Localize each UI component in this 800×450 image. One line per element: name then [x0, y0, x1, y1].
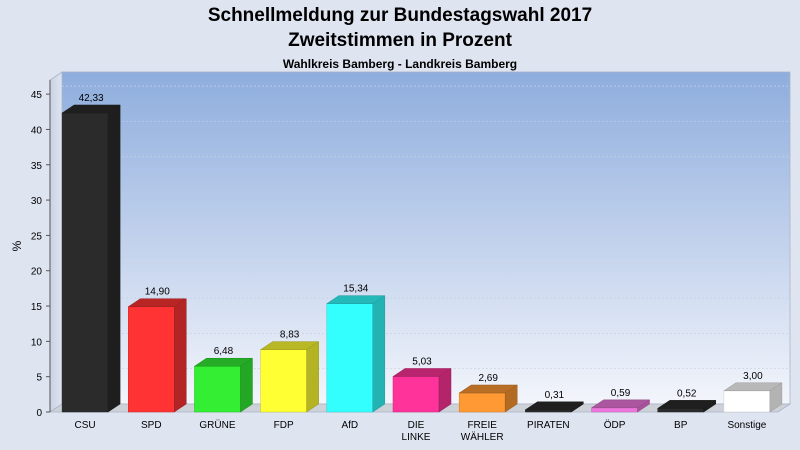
y-tick-label: 15 [31, 302, 43, 313]
y-tick-label: 0 [36, 408, 42, 419]
x-tick-label: LINKE [402, 432, 431, 443]
bar-value-label: 6,48 [214, 346, 234, 357]
bar-front [260, 349, 307, 413]
bar-side [107, 104, 121, 413]
bar: 15,34 [325, 284, 386, 413]
y-tick-label: 40 [31, 125, 43, 136]
y-axis-label: % [10, 240, 24, 251]
x-tick-label: GRÜNE [199, 419, 235, 431]
bar: 2,69 [458, 373, 519, 413]
bar-side [571, 401, 584, 413]
y-tick-label: 5 [36, 373, 42, 384]
bar-side [769, 382, 783, 413]
bar-value-label: 3,00 [743, 371, 763, 382]
bar-value-label: 14,90 [145, 287, 170, 298]
bar-side [637, 399, 650, 413]
bar-side [372, 295, 386, 413]
bar-value-label: 42,33 [79, 93, 104, 104]
y-tick-label: 20 [31, 267, 43, 278]
bar-side [240, 357, 253, 413]
bar-front [458, 392, 506, 413]
x-tick-label: FREIE [467, 420, 497, 431]
bar-side [438, 368, 452, 413]
y-tick-label: 25 [31, 231, 43, 242]
bar-side [504, 384, 518, 413]
bar-value-label: 8,83 [280, 330, 300, 341]
bar-value-label: 0,31 [545, 390, 565, 401]
bar-front [392, 376, 440, 413]
bar-front [61, 112, 109, 413]
x-tick-label: CSU [75, 420, 96, 431]
bar: 42,33 [61, 93, 121, 413]
plot-left-wall [49, 71, 63, 413]
x-tick-label: SPD [141, 420, 162, 431]
x-tick-label: DIE [408, 420, 425, 431]
y-axis: 0 5 10 15 20 25 30 35 40 45% [10, 80, 51, 419]
x-tick-label: AfD [341, 420, 358, 431]
bar-value-label: 15,34 [343, 284, 368, 295]
bar-value-label: 5,03 [412, 356, 432, 367]
bar-value-label: 2,69 [478, 373, 498, 384]
x-tick-label: Sonstige [727, 420, 766, 431]
y-tick-label: 30 [31, 196, 43, 207]
x-tick-label: BP [674, 420, 688, 431]
bar-value-label: 0,59 [611, 388, 631, 399]
x-tick-label: FDP [274, 420, 294, 431]
chart-title: Schnellmeldung zur Bundestagswahl 2017 [207, 5, 593, 26]
bar-side [703, 399, 716, 413]
chart-title-line2: Zweitstimmen in Prozent [288, 30, 512, 51]
bar-side [306, 341, 319, 413]
bar-front [723, 390, 771, 413]
chart-header: Schnellmeldung zur Bundestagswahl 2017 Z… [0, 0, 800, 71]
bar: 0,59 [590, 388, 651, 413]
bar-front [657, 408, 704, 413]
bar: 5,03 [392, 356, 452, 413]
bar-front [326, 303, 374, 413]
bar: 14,90 [127, 287, 188, 413]
bar: 8,83 [259, 330, 320, 413]
bar-value-label: 0,52 [677, 388, 697, 399]
bar-side [174, 298, 187, 413]
y-tick-label: 35 [31, 161, 43, 172]
bars: 42,33 14,90 6,48 8,83 15,34 5,03 2,69 0,31 0,59 0… [61, 93, 783, 413]
y-tick-label: 45 [31, 90, 43, 101]
bar: 0,52 [656, 388, 717, 413]
bar-front [591, 407, 638, 413]
bar-front [128, 306, 175, 413]
x-tick-label: WÄHLER [461, 431, 504, 443]
x-tick-label: PIRATEN [527, 420, 570, 431]
y-tick-label: 10 [31, 337, 43, 348]
chart-subtitle: Wahlkreis Bamberg - Landkreis Bamberg [282, 57, 518, 71]
bar: 0,31 [524, 390, 585, 413]
x-tick-label: ÖDP [604, 419, 626, 431]
bar-front [194, 365, 241, 413]
bar: 6,48 [193, 346, 254, 413]
bar: 3,00 [723, 371, 783, 413]
bar-front [525, 409, 572, 413]
